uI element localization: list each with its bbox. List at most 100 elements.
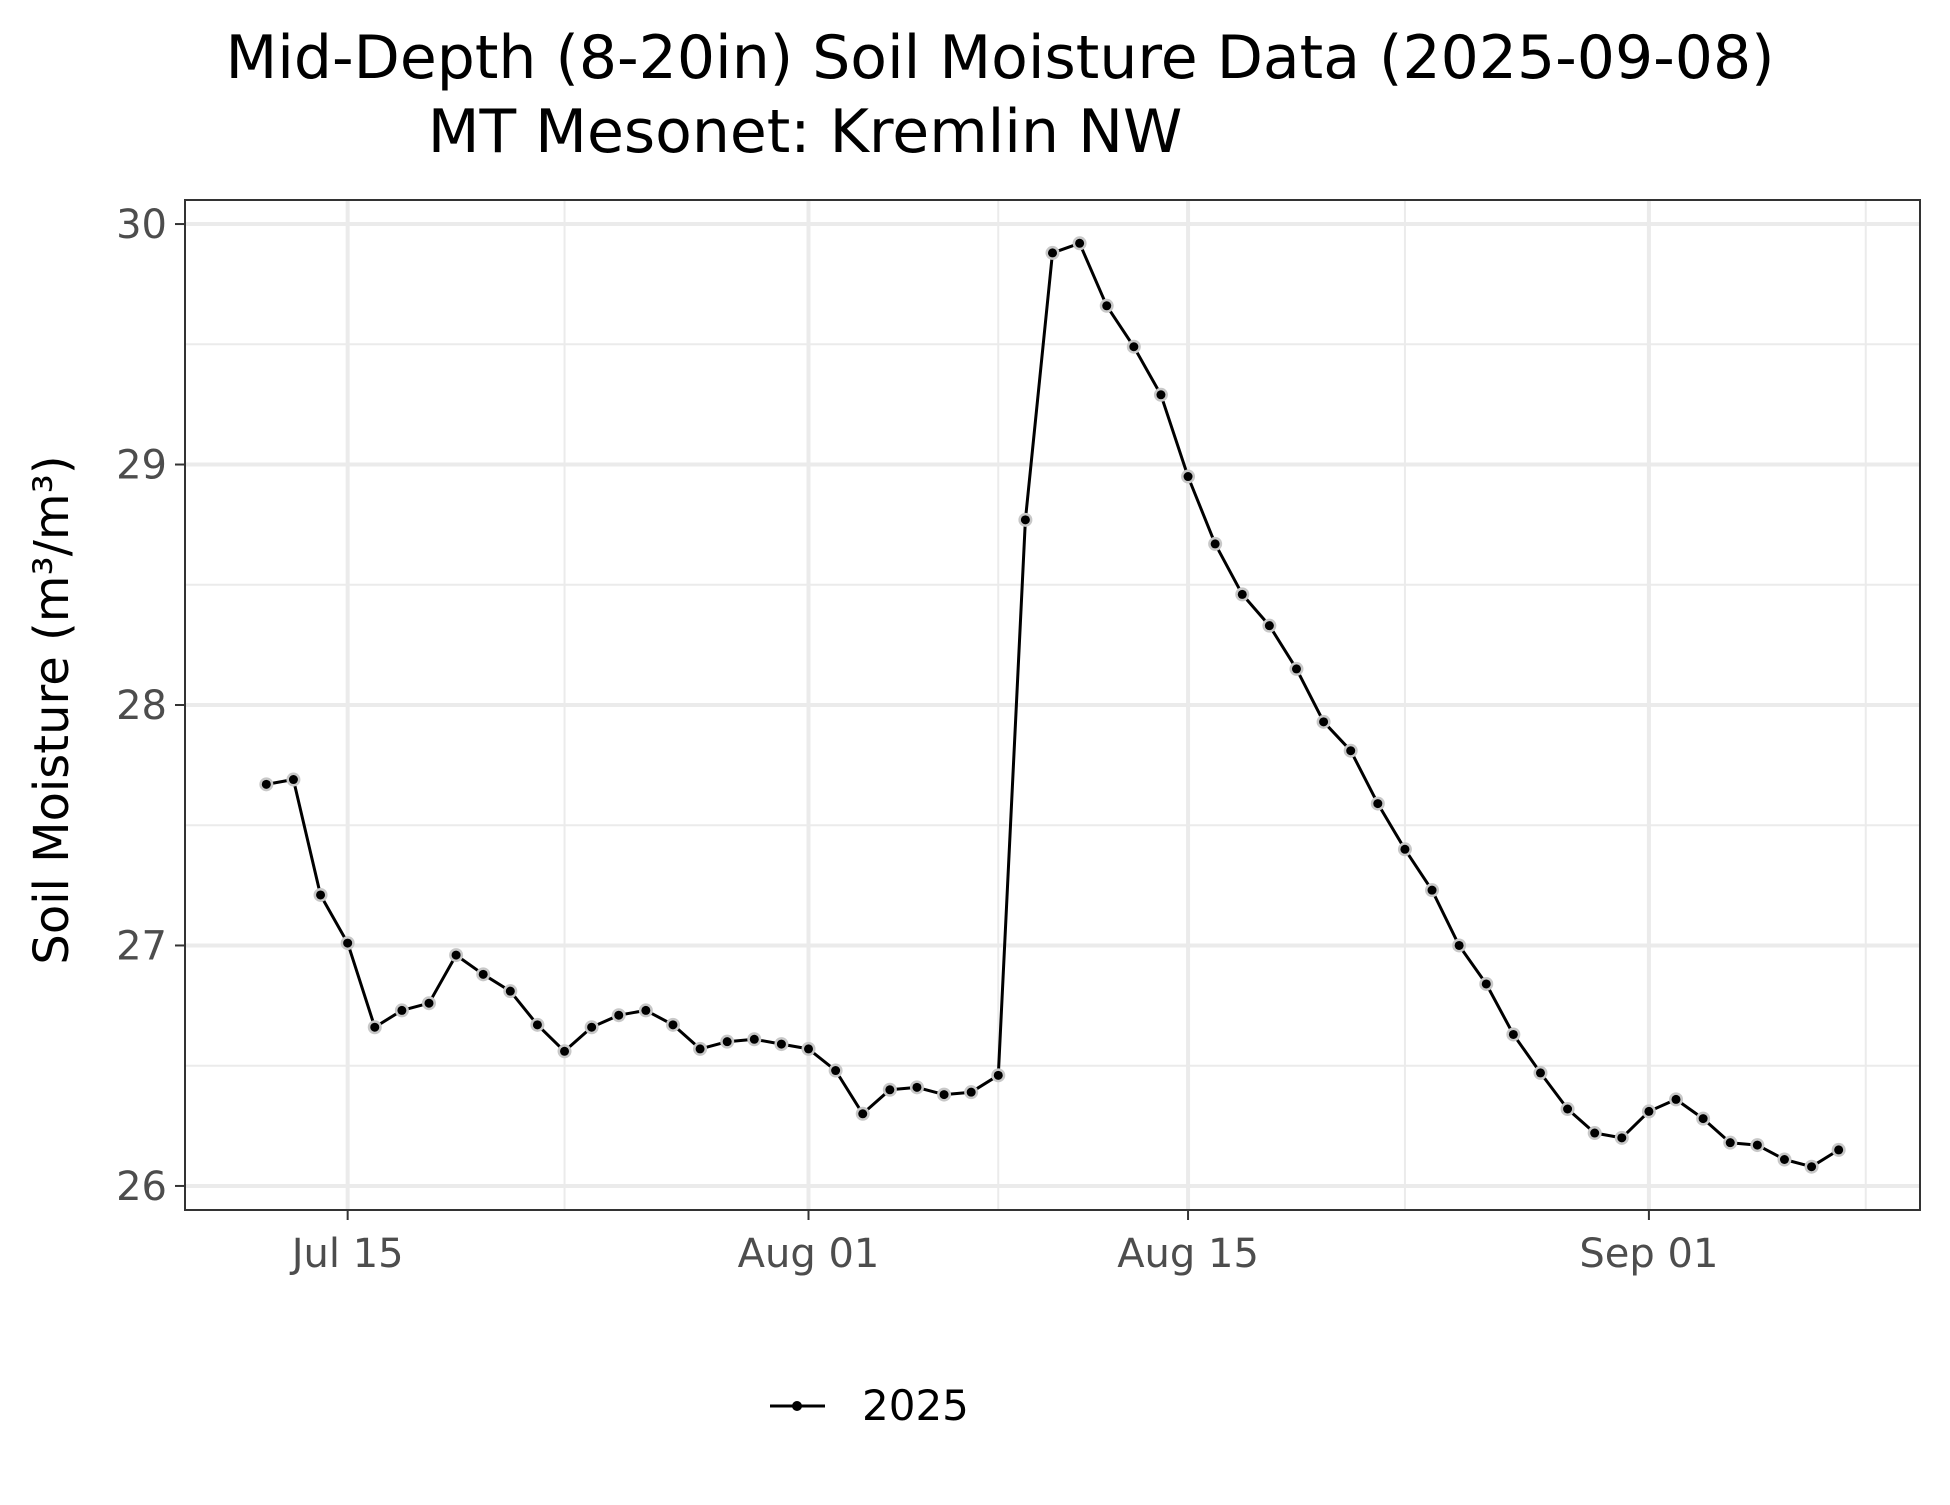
data-point-marker bbox=[587, 1022, 597, 1032]
data-point bbox=[1289, 661, 1304, 676]
data-point-marker bbox=[804, 1044, 814, 1054]
data-point bbox=[991, 1068, 1006, 1083]
data-point-marker bbox=[1319, 717, 1329, 727]
data-point-marker bbox=[858, 1109, 868, 1119]
y-tick-label: 30 bbox=[116, 202, 167, 248]
data-point bbox=[1804, 1159, 1819, 1174]
data-point bbox=[1235, 587, 1250, 602]
data-point-marker bbox=[288, 775, 298, 785]
data-point bbox=[1099, 298, 1114, 313]
data-point-marker bbox=[478, 969, 488, 979]
data-point-marker bbox=[641, 1005, 651, 1015]
data-point-marker bbox=[885, 1085, 895, 1095]
data-point bbox=[1669, 1092, 1684, 1107]
data-point-marker bbox=[1210, 539, 1220, 549]
data-point bbox=[1587, 1126, 1602, 1141]
data-point bbox=[964, 1085, 979, 1100]
data-point-marker bbox=[1427, 885, 1437, 895]
data-point bbox=[909, 1080, 924, 1095]
data-point bbox=[774, 1037, 789, 1052]
data-point-marker bbox=[1020, 515, 1030, 525]
data-point bbox=[882, 1082, 897, 1097]
data-point-marker bbox=[1373, 799, 1383, 809]
data-point-marker bbox=[343, 938, 353, 948]
data-point-marker bbox=[1291, 664, 1301, 674]
data-point bbox=[1316, 714, 1331, 729]
data-point-marker bbox=[1264, 621, 1274, 631]
data-point-marker bbox=[1563, 1104, 1573, 1114]
data-point bbox=[1262, 618, 1277, 633]
data-point bbox=[937, 1087, 952, 1102]
data-point-marker bbox=[1075, 238, 1085, 248]
data-point-marker bbox=[1535, 1068, 1545, 1078]
data-point-marker bbox=[1807, 1162, 1817, 1172]
data-point bbox=[530, 1017, 545, 1032]
series-layer bbox=[259, 236, 1846, 1174]
data-point bbox=[1018, 512, 1033, 527]
data-point-marker bbox=[1671, 1094, 1681, 1104]
data-point bbox=[855, 1106, 870, 1121]
y-tick-label: 27 bbox=[116, 923, 167, 969]
data-point bbox=[1370, 796, 1385, 811]
data-point bbox=[1723, 1135, 1738, 1150]
data-point-marker bbox=[1590, 1128, 1600, 1138]
data-point bbox=[1343, 743, 1358, 758]
chart-title: Mid-Depth (8-20in) Soil Moisture Data (2… bbox=[225, 23, 1774, 93]
data-point-marker bbox=[1156, 390, 1166, 400]
x-tick-label: Aug 15 bbox=[1117, 1231, 1259, 1277]
data-point bbox=[1777, 1152, 1792, 1167]
data-point-marker bbox=[1644, 1106, 1654, 1116]
data-point bbox=[476, 967, 491, 982]
x-tick-label: Jul 15 bbox=[289, 1231, 404, 1277]
data-point bbox=[259, 777, 274, 792]
data-point bbox=[1072, 236, 1087, 251]
data-point-marker bbox=[1183, 472, 1193, 482]
data-point bbox=[1533, 1065, 1548, 1080]
data-point bbox=[367, 1020, 382, 1035]
data-point bbox=[394, 1003, 409, 1018]
x-tick-label: Aug 01 bbox=[738, 1231, 880, 1277]
data-point-marker bbox=[451, 950, 461, 960]
data-point-marker bbox=[966, 1087, 976, 1097]
data-point bbox=[1208, 536, 1223, 551]
data-point bbox=[693, 1041, 708, 1056]
data-point bbox=[720, 1034, 735, 1049]
axes: 26 27 28 29 30 Jul 15 Aug 01 Aug 15 Sep 01 bbox=[116, 202, 1718, 1277]
data-point bbox=[611, 1008, 626, 1023]
data-point-marker bbox=[1779, 1155, 1789, 1164]
data-point-marker bbox=[668, 1020, 678, 1030]
data-point bbox=[1126, 339, 1141, 354]
data-point-marker bbox=[776, 1039, 786, 1049]
data-point-marker bbox=[1129, 342, 1139, 352]
data-point bbox=[421, 996, 436, 1011]
data-point-marker bbox=[1752, 1140, 1762, 1150]
data-point bbox=[503, 984, 518, 999]
data-point-marker bbox=[993, 1070, 1003, 1080]
data-point bbox=[557, 1044, 572, 1059]
data-point bbox=[1452, 938, 1467, 953]
data-point-marker bbox=[560, 1046, 570, 1056]
y-tick-label: 29 bbox=[116, 443, 167, 489]
data-point-marker bbox=[1400, 844, 1410, 854]
data-point bbox=[1696, 1111, 1711, 1126]
chart-subtitle: MT Mesonet: Kremlin NW bbox=[428, 97, 1183, 167]
data-point-marker bbox=[695, 1044, 705, 1054]
data-point-marker bbox=[424, 998, 434, 1008]
data-point-marker bbox=[1481, 979, 1491, 989]
data-point bbox=[1560, 1102, 1575, 1116]
data-point-marker bbox=[749, 1034, 759, 1044]
data-point-marker bbox=[1237, 589, 1247, 599]
data-point bbox=[313, 887, 328, 902]
data-point-marker bbox=[1102, 301, 1112, 311]
y-tick-label: 28 bbox=[116, 683, 167, 729]
legend-marker-key bbox=[792, 1401, 802, 1411]
data-point bbox=[828, 1063, 843, 1078]
data-point bbox=[1614, 1130, 1629, 1145]
data-point-marker bbox=[316, 890, 326, 900]
data-point-marker bbox=[261, 779, 271, 789]
y-tick-label: 26 bbox=[116, 1164, 167, 1210]
data-point bbox=[1181, 469, 1196, 484]
y-axis-title: Soil Moisture (m³/m³) bbox=[24, 455, 80, 964]
data-point bbox=[747, 1032, 762, 1047]
